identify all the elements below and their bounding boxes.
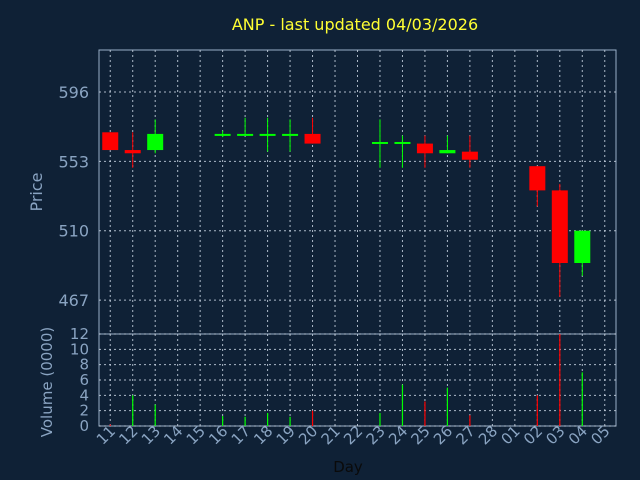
candle-body xyxy=(461,151,478,160)
candle-body xyxy=(529,166,546,191)
volume-tick-label: 2 xyxy=(79,402,89,420)
candle-body xyxy=(282,133,299,136)
chart-title: ANP - last updated 04/03/2026 xyxy=(232,15,478,34)
volume-tick-label: 10 xyxy=(70,340,89,358)
x-tick-labels: 1112131415161718192021222324252627280102… xyxy=(93,422,614,448)
candle-body xyxy=(416,143,433,154)
volume-tick-label: 6 xyxy=(79,371,89,389)
candle-body xyxy=(102,132,119,151)
volume-tick-label: 0 xyxy=(79,417,89,435)
candle-body xyxy=(147,133,164,151)
candle-body xyxy=(551,190,568,263)
price-axis-label: Price xyxy=(27,172,46,211)
price-tick-label: 467 xyxy=(58,291,89,310)
candle-body xyxy=(259,133,276,136)
price-tick-label: 553 xyxy=(58,152,89,171)
price-tick-label: 510 xyxy=(58,222,89,241)
candle-body xyxy=(304,133,321,144)
candle-body xyxy=(237,133,254,136)
x-axis-label: Day xyxy=(333,458,363,476)
candle-body xyxy=(371,141,388,144)
volume-tick-label: 12 xyxy=(70,325,89,343)
price-tick-label: 596 xyxy=(58,83,89,102)
candle-body xyxy=(124,150,141,154)
candle-body xyxy=(439,150,456,154)
candle-body xyxy=(394,141,411,144)
price-panel: 467 510 553 596 xyxy=(58,49,617,335)
volume-axis-label: Volume (0000) xyxy=(38,327,56,437)
volume-tick-label: 8 xyxy=(79,356,89,374)
candle-body xyxy=(574,230,591,263)
candle-body xyxy=(214,133,231,136)
volume-tick-label: 4 xyxy=(79,386,89,404)
